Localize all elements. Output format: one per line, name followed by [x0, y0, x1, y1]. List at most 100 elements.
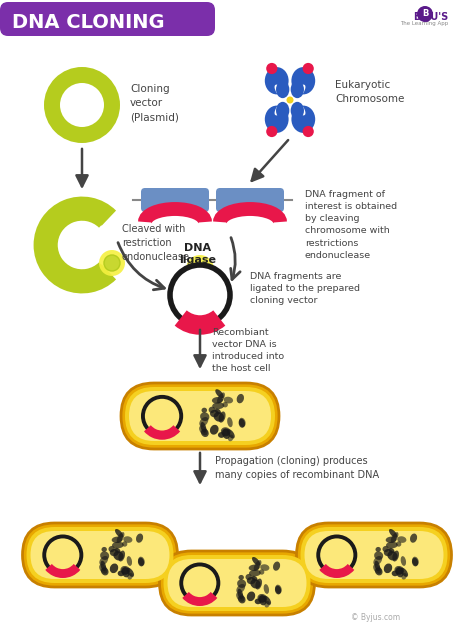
FancyBboxPatch shape	[141, 188, 209, 212]
Ellipse shape	[236, 592, 245, 602]
Ellipse shape	[219, 411, 226, 423]
Ellipse shape	[257, 594, 267, 602]
Ellipse shape	[260, 564, 269, 571]
Ellipse shape	[238, 419, 245, 428]
Circle shape	[186, 255, 214, 283]
Ellipse shape	[292, 67, 315, 94]
Ellipse shape	[412, 558, 418, 566]
Ellipse shape	[199, 426, 208, 435]
Ellipse shape	[215, 389, 224, 398]
Ellipse shape	[218, 432, 225, 438]
Ellipse shape	[227, 429, 235, 438]
Ellipse shape	[136, 534, 143, 543]
Text: BYJU'S: BYJU'S	[413, 12, 448, 22]
Ellipse shape	[118, 571, 124, 577]
Ellipse shape	[121, 568, 129, 575]
Ellipse shape	[387, 551, 398, 561]
FancyBboxPatch shape	[22, 523, 177, 587]
Ellipse shape	[247, 592, 255, 601]
Ellipse shape	[391, 532, 399, 543]
Ellipse shape	[401, 568, 408, 577]
Ellipse shape	[117, 532, 125, 543]
Text: DNA
ligase: DNA ligase	[180, 243, 217, 266]
Ellipse shape	[100, 556, 108, 565]
Ellipse shape	[238, 575, 244, 580]
Ellipse shape	[259, 595, 266, 605]
Ellipse shape	[228, 435, 234, 441]
Ellipse shape	[252, 557, 260, 566]
Ellipse shape	[112, 542, 124, 548]
FancyBboxPatch shape	[297, 523, 452, 587]
Ellipse shape	[128, 573, 133, 580]
Circle shape	[44, 536, 82, 573]
Ellipse shape	[274, 85, 305, 116]
Ellipse shape	[276, 102, 289, 119]
FancyBboxPatch shape	[30, 531, 170, 579]
Ellipse shape	[264, 584, 269, 594]
Ellipse shape	[115, 548, 120, 553]
Ellipse shape	[201, 429, 209, 437]
Ellipse shape	[222, 402, 228, 408]
Text: Cloning
vector
(Plasmid): Cloning vector (Plasmid)	[130, 84, 179, 122]
Ellipse shape	[110, 549, 118, 556]
Ellipse shape	[410, 534, 417, 543]
Ellipse shape	[265, 67, 289, 94]
Ellipse shape	[396, 567, 403, 577]
Ellipse shape	[273, 561, 280, 571]
Ellipse shape	[375, 567, 383, 575]
Ellipse shape	[392, 571, 398, 577]
Circle shape	[99, 250, 125, 276]
FancyBboxPatch shape	[27, 527, 173, 583]
FancyBboxPatch shape	[159, 551, 315, 615]
Ellipse shape	[237, 588, 243, 599]
Ellipse shape	[386, 536, 397, 543]
Ellipse shape	[237, 394, 244, 403]
Ellipse shape	[224, 397, 233, 403]
Ellipse shape	[276, 80, 289, 98]
Ellipse shape	[109, 546, 115, 552]
Ellipse shape	[123, 536, 132, 543]
FancyBboxPatch shape	[216, 188, 284, 212]
Text: DNA CLONING: DNA CLONING	[12, 13, 164, 31]
Ellipse shape	[100, 561, 106, 571]
Circle shape	[143, 397, 181, 435]
Circle shape	[181, 565, 219, 602]
Ellipse shape	[412, 556, 419, 566]
Ellipse shape	[217, 392, 225, 403]
FancyBboxPatch shape	[121, 383, 279, 449]
Ellipse shape	[252, 576, 257, 582]
Text: Cleaved with
restriction
endonuclease: Cleaved with restriction endonuclease	[122, 224, 190, 262]
Ellipse shape	[374, 556, 382, 565]
Ellipse shape	[209, 407, 215, 413]
FancyBboxPatch shape	[164, 555, 310, 611]
Ellipse shape	[201, 408, 207, 413]
Ellipse shape	[122, 541, 128, 546]
Ellipse shape	[374, 551, 383, 560]
FancyBboxPatch shape	[129, 391, 271, 441]
Ellipse shape	[138, 558, 144, 566]
Ellipse shape	[302, 126, 314, 137]
Ellipse shape	[291, 102, 304, 119]
FancyBboxPatch shape	[304, 531, 444, 579]
Ellipse shape	[259, 570, 264, 575]
Ellipse shape	[274, 85, 305, 116]
Ellipse shape	[401, 556, 406, 566]
Ellipse shape	[384, 549, 392, 556]
Ellipse shape	[200, 413, 210, 421]
Ellipse shape	[112, 536, 123, 543]
Ellipse shape	[266, 63, 277, 74]
Ellipse shape	[375, 547, 381, 552]
Ellipse shape	[250, 579, 261, 588]
Ellipse shape	[115, 529, 123, 538]
Ellipse shape	[396, 541, 401, 546]
Ellipse shape	[255, 578, 262, 590]
Ellipse shape	[249, 570, 261, 577]
Ellipse shape	[246, 574, 252, 580]
Ellipse shape	[291, 80, 304, 98]
Ellipse shape	[101, 547, 107, 552]
Ellipse shape	[266, 126, 277, 137]
Ellipse shape	[210, 410, 219, 417]
Ellipse shape	[275, 585, 282, 593]
Circle shape	[104, 255, 120, 271]
Ellipse shape	[99, 564, 108, 574]
